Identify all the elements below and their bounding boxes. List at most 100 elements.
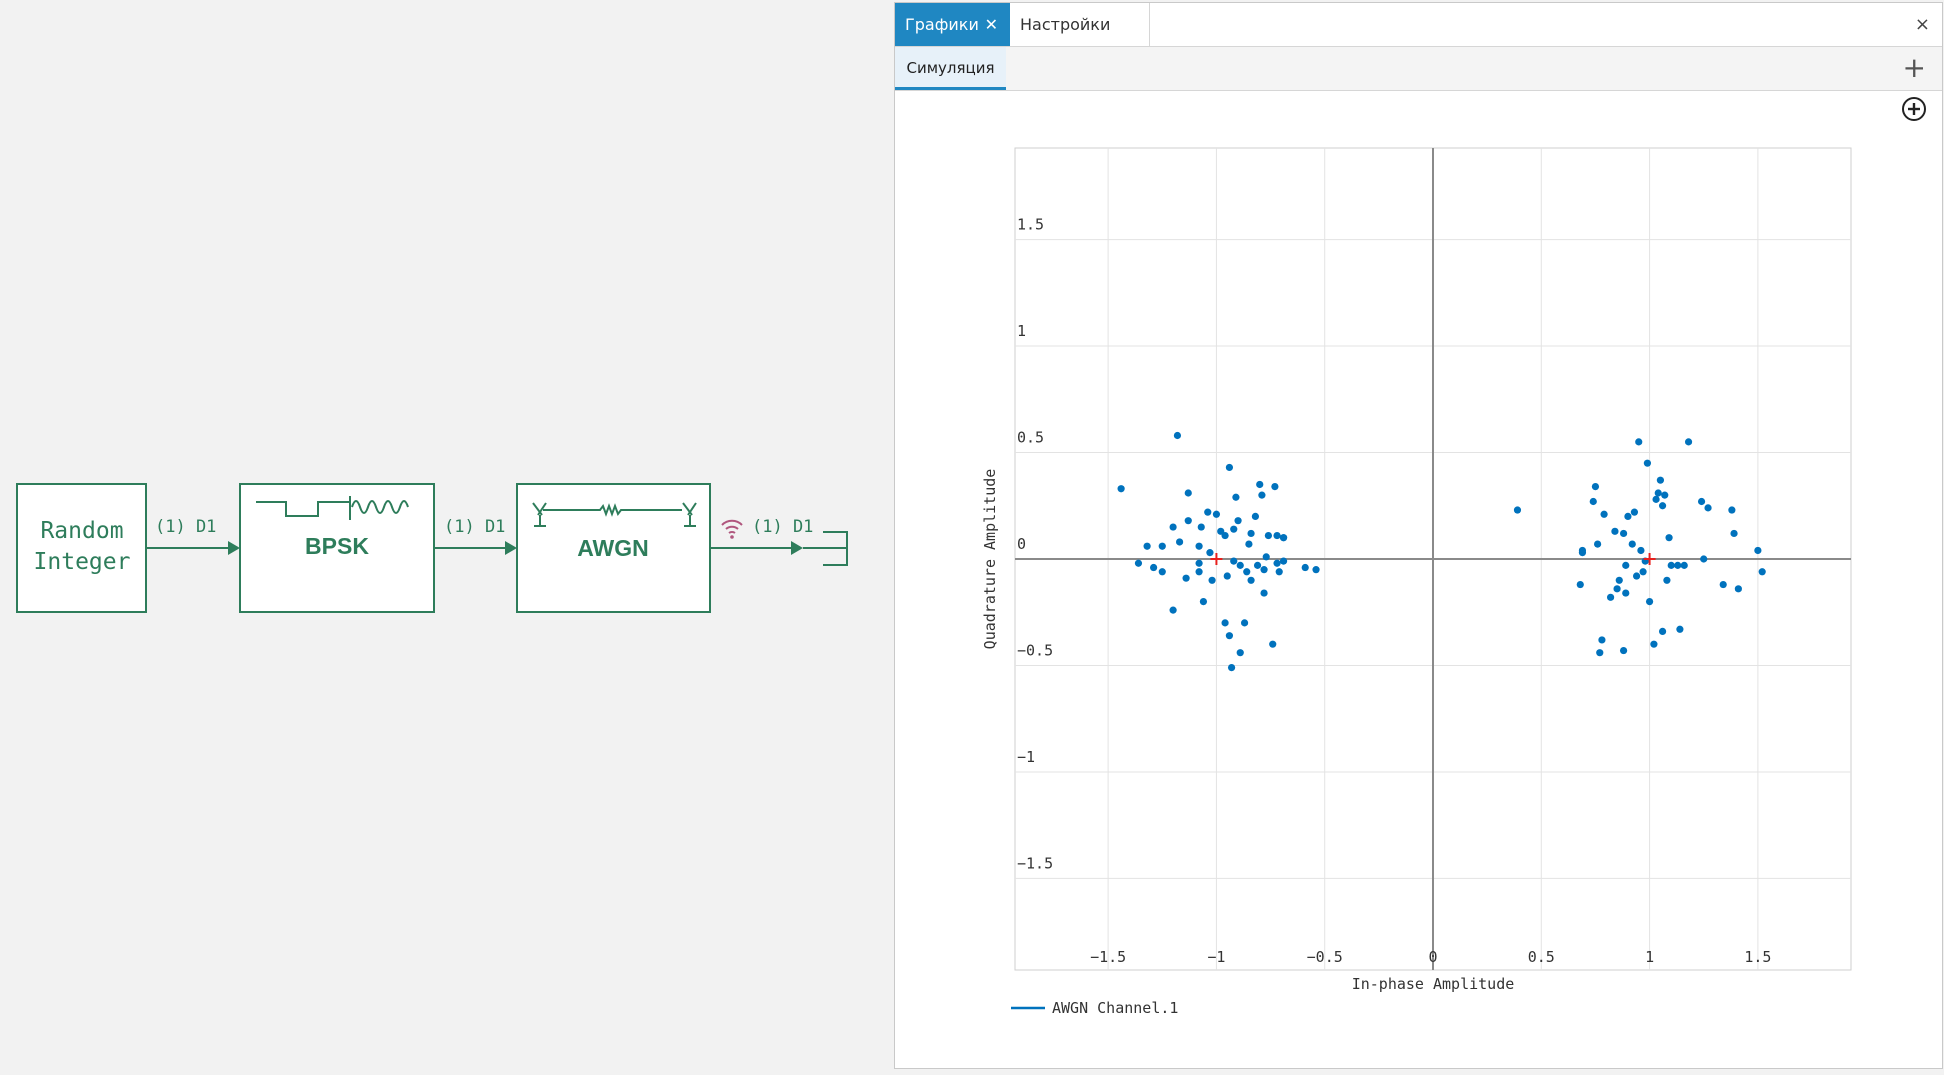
data-point [1273,531,1281,540]
data-point [1264,531,1272,540]
x-tick-label: −0.5 [1307,948,1343,966]
data-point [1639,568,1647,576]
data-point [1134,559,1143,567]
legend[interactable]: AWGN Channel.1 [1011,999,1178,1017]
wireless-signal-icon [721,519,743,539]
tick-labels: −1.5 −1 −0.5 0 0.5 1 1.5 1.5 1 0.5 0 −0.5 −1 −1.5 [1017,216,1771,966]
data-point [1262,553,1270,561]
data-point [1260,566,1268,574]
data-point [1591,482,1600,491]
subtab-simulation[interactable]: Симуляция [895,47,1006,90]
wire-2-label: (1) D1 [444,517,505,537]
data-point [1158,542,1166,550]
data-point [1184,489,1192,497]
data-point [1253,561,1262,569]
data-point [1632,572,1641,580]
data-point [1206,549,1214,557]
data-point [1630,508,1639,516]
awgn-label: AWGN [577,535,649,561]
data-point [1312,566,1320,574]
subtab-bar: Симуляция + [895,47,1942,91]
data-point [1654,489,1662,497]
data-point [1645,597,1654,606]
data-point [1169,606,1177,614]
data-point [1600,510,1608,518]
awgn-channel-icon [532,502,697,527]
y-tick-label: 1 [1017,322,1026,340]
x-tick-label: 1.5 [1744,948,1771,966]
data-point [1173,431,1182,440]
window-close-button[interactable]: × [1914,14,1930,35]
data-point [1658,627,1667,636]
data-point [1611,527,1619,535]
data-point [1223,572,1231,580]
data-point [1650,640,1658,648]
data-point [1656,476,1665,484]
data-point [1227,664,1236,672]
data-point [1663,576,1671,584]
data-point [1513,506,1522,514]
tab-graphs[interactable]: Графики ✕ [895,3,1010,46]
data-point [1658,502,1667,510]
data-point [1236,561,1244,569]
plus-icon[interactable]: + [1902,51,1926,84]
y-tick-label: −0.5 [1017,641,1053,659]
data-point [1150,563,1158,572]
bpsk-block[interactable]: BPSK [239,483,435,613]
data-point [1256,480,1264,489]
data-point [1169,523,1177,531]
data-point [1247,529,1255,538]
data-point [1176,538,1184,546]
data-point [1728,506,1736,514]
tab-settings[interactable]: Настройки [1010,3,1150,46]
data-point [1758,568,1766,576]
x-tick-label: 0 [1428,948,1437,966]
data-point [1234,517,1242,525]
block-diagram: Random Integer (1) D1 BPSK (1) D1 [16,483,848,613]
data-points [1117,431,1766,672]
legend-label: AWGN Channel.1 [1052,999,1178,1017]
data-point [1212,510,1221,518]
data-point [1652,495,1660,503]
random-integer-label-line2: Integer [34,549,131,575]
data-point [1117,485,1125,493]
data-point [1204,508,1212,516]
data-point [1221,531,1229,540]
data-point [1576,580,1584,589]
data-point [1619,646,1628,655]
awgn-block[interactable]: AWGN [516,483,711,613]
constellation-chart[interactable]: −1.5 −1 −0.5 0 0.5 1 1.5 1.5 1 0.5 0 −0.5 −1 −1.5 In-… [895,3,1942,1068]
data-point [1594,540,1602,548]
data-point [1260,589,1268,597]
random-integer-block[interactable]: Random Integer [16,483,147,613]
data-point [1184,517,1192,525]
plot-window: Графики ✕ Настройки × Симуляция + −1.5 −1… [894,2,1943,1069]
signal-wire-3[interactable] [710,531,848,566]
data-point [1182,574,1190,582]
bpsk-waveform-icon [256,496,409,520]
data-point [1680,561,1688,569]
tab-graphs-label: Графики [905,15,979,34]
data-point [1230,557,1238,565]
x-tick-label: 1 [1645,948,1654,966]
data-point [1195,568,1203,576]
close-icon[interactable]: ✕ [984,15,998,34]
zoom-in-icon[interactable] [1900,95,1928,123]
wire-3-label: (1) D1 [752,517,813,537]
data-point [1635,438,1643,446]
data-point [1622,561,1630,569]
data-point [1232,493,1240,501]
data-point [1243,568,1251,576]
data-point [1667,561,1675,569]
data-point [1273,559,1281,567]
data-point [1251,512,1260,521]
data-point [1230,525,1238,533]
data-point [1661,491,1669,499]
data-point [1628,540,1636,548]
signal-wire-1[interactable] [146,541,240,555]
data-point [1269,640,1277,648]
data-point [1589,497,1597,506]
data-point [1225,463,1234,472]
data-point [1301,563,1309,572]
signal-wire-2[interactable] [434,541,517,555]
